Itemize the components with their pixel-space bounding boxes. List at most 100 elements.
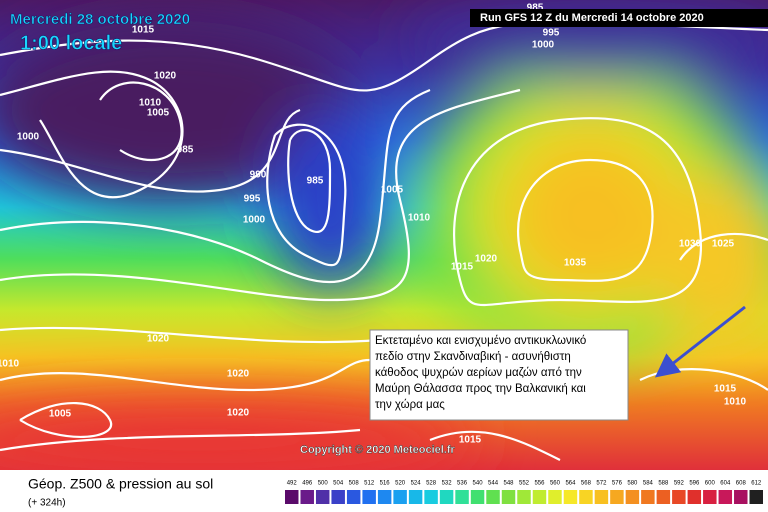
isobar-label: 995 xyxy=(244,194,261,205)
scale-swatch xyxy=(331,490,345,504)
scale-swatch xyxy=(718,490,733,504)
scale-swatch xyxy=(625,490,640,504)
scale-label: 544 xyxy=(488,481,499,487)
scale-label: 568 xyxy=(581,481,592,487)
scale-swatch xyxy=(501,490,516,504)
isobar-label: 1020 xyxy=(475,254,498,265)
isobar-label: 1005 xyxy=(49,409,72,420)
lead-time: (+ 324h) xyxy=(28,498,66,509)
scale-label: 516 xyxy=(380,481,391,487)
annotation-line: κάθοδος ψυχρών αερίων μαζών από την xyxy=(375,367,582,379)
scale-swatch xyxy=(408,490,423,504)
scale-swatch xyxy=(455,490,469,504)
scale-label: 612 xyxy=(751,481,762,487)
isobar-label: 1000 xyxy=(243,215,266,226)
run-info: Run GFS 12 Z du Mercredi 14 octobre 2020 xyxy=(480,12,704,24)
isobar-label: 995 xyxy=(543,28,560,39)
scale-label: 492 xyxy=(287,481,298,487)
isobar-label: 990 xyxy=(250,170,267,181)
annotation-line: πεδίο στην Σκανδιναβική - ασυνήθιστη xyxy=(375,351,571,363)
isobar-label: 1015 xyxy=(714,384,737,395)
scale-swatch xyxy=(641,490,655,504)
isobar-label: 985 xyxy=(307,176,324,187)
scale-label: 584 xyxy=(643,481,654,487)
scale-swatch xyxy=(300,490,314,504)
scale-swatch xyxy=(734,490,748,504)
isobar-label: 1020 xyxy=(227,369,250,380)
forecast-time: 1:00 locale xyxy=(20,32,122,54)
scale-swatch xyxy=(439,490,454,504)
scale-label: 520 xyxy=(395,481,406,487)
scale-swatch xyxy=(703,490,717,504)
scale-label: 540 xyxy=(473,481,484,487)
isobar-label: 1000 xyxy=(532,40,555,51)
isobar-label: 1010 xyxy=(724,397,747,408)
isobar-label: 985 xyxy=(177,145,194,156)
isobar-label: 1015 xyxy=(132,25,155,36)
scale-swatch xyxy=(285,490,299,504)
annotation-line: Μαύρη Θάλασσα προς την Βαλκανική και xyxy=(375,383,586,395)
scale-label: 580 xyxy=(627,481,638,487)
color-scale: 492 496 500 504 508 512 516 520 524 528 532 536 540 5… xyxy=(285,481,763,504)
scale-label: 600 xyxy=(705,481,716,487)
scale-swatch xyxy=(315,490,330,504)
scale-swatch xyxy=(346,490,361,504)
isobar-label: 985 xyxy=(527,3,544,14)
scale-swatch xyxy=(424,490,438,504)
scale-swatch xyxy=(362,490,376,504)
run-box xyxy=(470,9,768,27)
scale-swatch xyxy=(610,490,624,504)
arrow xyxy=(654,305,746,378)
annotation: Εκτεταμένο και ενισχυμένο αντικυκλωνικό … xyxy=(369,305,746,421)
footer: Géop. Z500 & pression au sol (+ 324h) 49… xyxy=(0,470,768,512)
header: Mercredi 28 octobre 2020 1:00 locale Run… xyxy=(10,9,768,55)
scale-label: 532 xyxy=(442,481,453,487)
scale-swatch xyxy=(563,490,578,504)
isobar-label: 1015 xyxy=(459,435,482,446)
scale-swatch xyxy=(579,490,593,504)
isobar-label: 1010 xyxy=(0,359,20,370)
scale-swatch xyxy=(548,490,562,504)
annotation-box xyxy=(369,329,629,421)
scale-label: 576 xyxy=(612,481,623,487)
scale-swatch xyxy=(687,490,702,504)
scale-swatch xyxy=(749,490,763,504)
isobars xyxy=(0,20,768,461)
scale-label: 552 xyxy=(519,481,530,487)
scale-label: 556 xyxy=(534,481,545,487)
scale-label: 524 xyxy=(411,481,422,487)
scale-label: 536 xyxy=(457,481,468,487)
scale-swatch xyxy=(594,490,609,504)
isobar-label: 1005 xyxy=(147,108,170,119)
isobar-label: 1005 xyxy=(381,185,404,196)
copyright: Copyright © 2020 Meteociel.fr xyxy=(300,444,456,456)
scale-label: 596 xyxy=(689,481,700,487)
footer-title: Géop. Z500 & pression au sol xyxy=(28,476,213,492)
scale-label: 572 xyxy=(596,481,607,487)
scale-label: 496 xyxy=(302,481,313,487)
scale-swatch xyxy=(377,490,392,504)
scale-label: 512 xyxy=(364,481,375,487)
scale-label: 592 xyxy=(674,481,685,487)
isobar-label: 1020 xyxy=(147,334,170,345)
forecast-date: Mercredi 28 octobre 2020 xyxy=(10,11,190,28)
scale-label: 528 xyxy=(426,481,437,487)
isobar-label: 1020 xyxy=(227,408,250,419)
isobar-label: 1010 xyxy=(139,98,162,109)
scale-label: 504 xyxy=(333,481,344,487)
scale-label: 604 xyxy=(720,481,731,487)
scale-swatch xyxy=(486,490,500,504)
isobar-label: 1000 xyxy=(17,132,40,143)
scale-swatch xyxy=(470,490,485,504)
scale-swatch xyxy=(532,490,547,504)
isobar-labels: 1015985995100010201010100510009859909859… xyxy=(0,3,747,446)
scale-label: 560 xyxy=(550,481,561,487)
isobar-label: 1020 xyxy=(154,71,177,82)
scale-swatch xyxy=(393,490,407,504)
scale-label: 608 xyxy=(736,481,747,487)
scale-label: 508 xyxy=(349,481,360,487)
annotation-line: Εκτεταμένο και ενισχυμένο αντικυκλωνικό xyxy=(375,335,586,347)
scale-swatch xyxy=(672,490,686,504)
